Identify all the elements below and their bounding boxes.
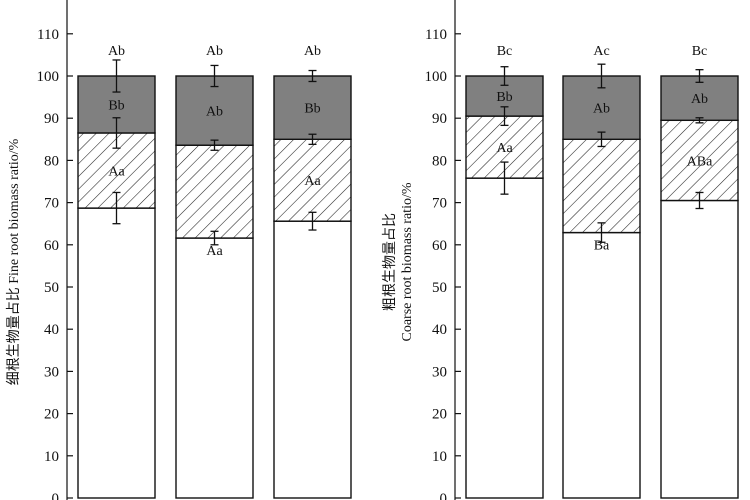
coarse-y-tick-label: 20: [432, 407, 447, 423]
coarse-bar-3-segment-3: [660, 75, 739, 122]
coarse-bar-2-segment-2: [562, 138, 641, 234]
coarse-y-tick-label: 70: [432, 196, 447, 212]
coarse-bar-2-label: Ac: [593, 44, 609, 59]
coarse-y-tick-label: 60: [432, 238, 447, 254]
fine-y-tick-label: 50: [44, 280, 59, 296]
fine-bar-1-label: Bb: [108, 98, 124, 113]
fine-y-tick-label: 10: [44, 449, 59, 465]
fine-y-tick-label: 90: [44, 111, 59, 127]
coarse-y-tick-label: 50: [432, 280, 447, 296]
coarse-root-panel: 0 10 20 30 40 50 60 70 80 90 100 110 粗根生物量占比 Coarse r…: [382, 0, 739, 500]
fine-bar-1-label: Aa: [108, 165, 125, 180]
fine-bar-2-segment-3: [175, 75, 254, 146]
fine-bar-3-label: Aa: [304, 174, 321, 189]
coarse-bar-2-label: Ba: [594, 239, 610, 254]
coarse-y-tick-label: 40: [432, 322, 447, 338]
fine-bar-1-segment-1: [77, 207, 156, 499]
fine-y-tick-label: 70: [44, 196, 59, 212]
coarse-bar-3-label: ABa: [687, 154, 713, 169]
coarse-bar-3-label: Ab: [691, 92, 708, 107]
coarse-bar-3-segment-1: [660, 199, 739, 499]
coarse-bar-1-label: Bc: [497, 44, 513, 59]
coarse-y-tick-label: 0: [440, 491, 448, 500]
coarse-y-tick-label: 110: [425, 27, 447, 43]
coarse-bar-3-label: Bc: [692, 44, 708, 59]
fine-bar-2-segment-2: [175, 144, 254, 239]
fine-bar-2-segment-1: [175, 237, 254, 499]
fine-y-tick-label: 80: [44, 153, 59, 169]
fine-y-tick-label: 100: [37, 69, 60, 85]
fine-bar-2-label: Ab: [206, 105, 223, 120]
coarse-y-tick-label: 10: [432, 449, 447, 465]
coarse-bar-1-label: Bb: [496, 90, 512, 105]
fine-bar-1-label: Ab: [108, 44, 125, 59]
fine-y-tick-label: 60: [44, 238, 59, 254]
fine-bar-3-label: Bb: [304, 102, 320, 117]
fine-bar-3-segment-1: [273, 220, 352, 499]
fine-root-panel: 0 10 20 30 40 50 60 70 80 90 100 110 细根生物量占比 Fine ro…: [6, 0, 352, 500]
fine-y-tick-label: 20: [44, 407, 59, 423]
fine-y-tick-label: 0: [52, 491, 60, 500]
coarse-y-tick-label: 90: [432, 111, 447, 127]
fine-bar-2-label: Aa: [206, 244, 223, 259]
coarse-y-tick-label: 100: [425, 69, 448, 85]
fine-y-tick-label: 30: [44, 364, 59, 380]
fine-bar-3-label: Ab: [304, 44, 321, 59]
fine-y-tick-label: 40: [44, 322, 59, 338]
fine-bar-3-segment-2: [273, 138, 352, 222]
coarse-y-tick-label: 80: [432, 153, 447, 169]
fine-y-tick-label: 110: [37, 27, 59, 43]
fine-y-axis-title: 细根生物量占比 Fine root biomass ratio/%: [6, 138, 22, 385]
coarse-bar-2-segment-1: [562, 231, 641, 499]
coarse-bar-1-segment-1: [465, 177, 544, 499]
coarse-y-tick-label: 30: [432, 364, 447, 380]
coarse-bar-1-label: Aa: [496, 141, 513, 156]
fine-bar-2-label: Ab: [206, 44, 223, 59]
coarse-y-axis-title: 粗根生物量占比 Coarse root biomass ratio/%: [382, 182, 415, 341]
coarse-bar-2-label: Ab: [593, 102, 610, 117]
